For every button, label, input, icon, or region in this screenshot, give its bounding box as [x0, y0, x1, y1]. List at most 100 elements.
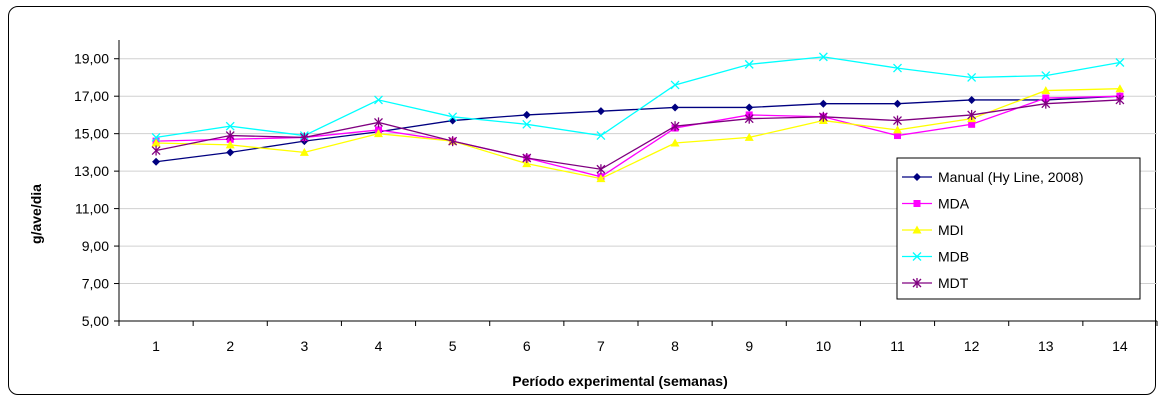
- diamond-marker: [596, 107, 605, 116]
- legend-label: MDI: [938, 222, 964, 238]
- legend-label: MDB: [938, 249, 969, 265]
- series-line: [155, 95, 1120, 163]
- y-tick-label: 19,00: [74, 51, 109, 67]
- legend-item: MDA: [902, 196, 970, 212]
- square-marker: [894, 132, 901, 140]
- triangle-marker: [151, 138, 161, 147]
- triangle-marker: [225, 140, 235, 149]
- asterisk-marker: [967, 109, 977, 120]
- y-tick-label: 9,00: [82, 238, 109, 254]
- diamond-marker: [967, 95, 976, 104]
- legend-item: MDB: [902, 249, 969, 265]
- x-marker: [893, 63, 902, 73]
- legend-label: MDT: [938, 275, 969, 291]
- x-tick-label: 8: [671, 338, 679, 354]
- diamond-marker: [226, 148, 235, 157]
- x-marker: [522, 119, 532, 129]
- y-tick-label: 11,00: [75, 201, 109, 217]
- series-line: [156, 88, 1120, 180]
- x-tick-label: 9: [745, 338, 753, 354]
- diamond-marker: [819, 99, 828, 108]
- series-manual-hy-line-2008-: [152, 92, 1124, 166]
- asterisk-marker: [1115, 94, 1125, 105]
- asterisk-marker: [912, 278, 922, 288]
- triangle-marker: [374, 129, 383, 138]
- series-line: [155, 56, 1121, 139]
- x-marker: [374, 95, 383, 105]
- x-marker: [818, 52, 828, 62]
- asterisk-marker: [151, 145, 161, 156]
- x-tick-label: 5: [449, 338, 457, 354]
- diamond-marker: [522, 110, 531, 119]
- series-mdt: [151, 94, 1125, 175]
- axes: [114, 40, 1158, 326]
- x-tick-label: 11: [890, 338, 905, 354]
- x-tick-label: 4: [375, 338, 383, 354]
- legend-label: Manual (Hy Line, 2008): [938, 169, 1084, 185]
- y-tick-label: 17,00: [74, 88, 109, 104]
- x-marker: [151, 132, 161, 142]
- legend-box: [896, 157, 1141, 300]
- diamond-marker: [671, 103, 680, 112]
- legend: Manual (Hy Line, 2008) MDA MDI MDB MDT: [896, 157, 1141, 300]
- square-marker: [968, 120, 976, 128]
- x-marker: [744, 59, 754, 69]
- triangle-marker: [912, 225, 922, 234]
- x-tick-label: 10: [816, 338, 832, 354]
- diamond-marker: [152, 157, 161, 166]
- x-marker: [912, 252, 922, 261]
- y-tick-labels: 5,00 7,00 9,00 11,00 13,00 15,00 17,00 19,00: [74, 51, 109, 329]
- diamond-marker: [913, 173, 921, 181]
- series-mdb: [151, 52, 1125, 142]
- x-tick-label: 13: [1038, 338, 1054, 354]
- x-tick-labels: 1 2 3 4 5 6 7 8 9 10 11 12 13 14: [152, 338, 1128, 354]
- asterisk-marker: [1041, 98, 1051, 109]
- diamond-marker: [448, 116, 457, 125]
- x-tick-label: 12: [964, 338, 980, 354]
- legend-item: Manual (Hy Line, 2008): [902, 169, 1084, 185]
- series-lines: [151, 52, 1125, 183]
- triangle-marker: [522, 159, 532, 168]
- triangle-marker: [893, 125, 902, 134]
- asterisk-marker: [818, 111, 828, 122]
- asterisk-marker: [225, 130, 235, 141]
- square-marker: [913, 200, 921, 207]
- x-axis-label: Período experimental (semanas): [512, 373, 728, 389]
- x-marker: [448, 112, 458, 122]
- asterisk-marker: [522, 153, 532, 164]
- diamond-marker: [745, 103, 754, 112]
- asterisk-marker: [448, 136, 458, 147]
- x-tick-label: 6: [523, 338, 531, 354]
- legend-item: MDT: [902, 275, 969, 291]
- y-tick-label: 5,00: [82, 313, 109, 329]
- y-tick-label: 15,00: [74, 126, 109, 142]
- series-line: [155, 99, 1120, 170]
- asterisk-marker: [893, 115, 902, 126]
- x-marker: [1115, 58, 1125, 67]
- x-tick-label: 14: [1112, 338, 1128, 354]
- series-mdi: [151, 84, 1125, 183]
- y-tick-label: 7,00: [82, 276, 109, 292]
- triangle-marker: [744, 132, 754, 141]
- x-marker: [596, 131, 606, 140]
- asterisk-marker: [596, 164, 606, 175]
- triangle-marker: [1041, 86, 1051, 95]
- square-marker: [1042, 94, 1050, 102]
- triangle-marker: [596, 174, 606, 183]
- x-tick-label: 7: [597, 338, 605, 354]
- asterisk-marker: [670, 121, 680, 132]
- triangle-marker: [299, 147, 309, 156]
- y-axis-label: g/ave/dia: [28, 184, 44, 244]
- x-marker: [670, 80, 680, 90]
- asterisk-marker: [299, 132, 309, 143]
- x-marker: [225, 121, 235, 131]
- x-tick-label: 3: [300, 338, 308, 354]
- triangle-marker: [1115, 84, 1125, 93]
- legend-label: MDA: [938, 196, 970, 212]
- triangle-marker: [670, 138, 680, 147]
- x-marker: [1041, 71, 1051, 81]
- x-tick-label: 1: [152, 338, 160, 354]
- y-tick-label: 13,00: [74, 163, 109, 179]
- x-marker: [967, 73, 977, 82]
